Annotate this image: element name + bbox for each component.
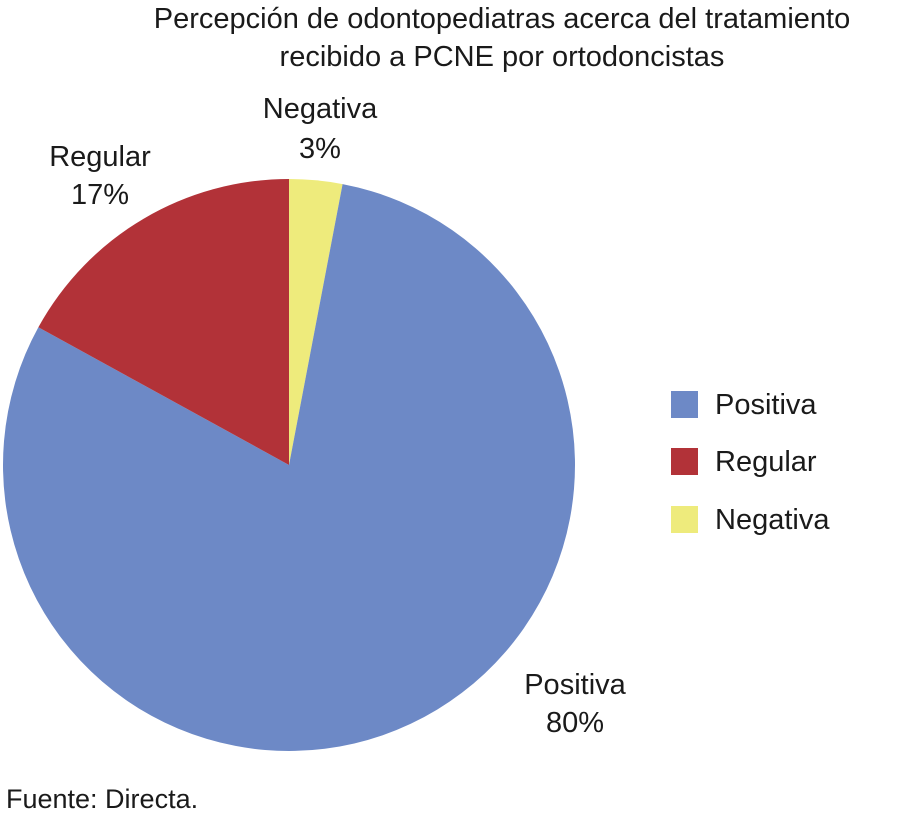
chart-title-line-2: recibido a PCNE por ortodoncistas xyxy=(280,41,725,73)
slice-label-positiva-value: 80% xyxy=(546,707,604,739)
pie-slice-positiva xyxy=(2,184,575,751)
slice-label-negativa-name: Negativa xyxy=(263,93,378,125)
pie-slices xyxy=(2,179,575,751)
pie-slice-negativa xyxy=(289,179,343,465)
slice-label-regular-value: 17% xyxy=(71,179,129,211)
legend-swatch-positiva xyxy=(671,391,698,418)
legend-swatch-negativa xyxy=(671,506,698,533)
legend-label-positiva: Positiva xyxy=(715,389,817,421)
slice-label-positiva-name: Positiva xyxy=(524,669,626,701)
slice-label-regular-name: Regular xyxy=(49,141,151,173)
chart-title-line-1: Percepción de odontopediatras acerca del… xyxy=(154,3,850,35)
chart-title: Percepción de odontopediatras acerca del… xyxy=(154,3,850,73)
pie-slice-regular xyxy=(38,179,290,465)
legend-swatch-regular xyxy=(671,448,698,475)
slice-labels: Negativa 3% Regular 17% Positiva 80% xyxy=(49,93,626,739)
legend: Positiva Regular Negativa xyxy=(671,389,830,536)
legend-label-negativa: Negativa xyxy=(715,504,830,536)
source-note: Fuente: Directa. xyxy=(6,784,198,814)
legend-label-regular: Regular xyxy=(715,446,817,478)
slice-label-negativa-value: 3% xyxy=(299,133,341,165)
